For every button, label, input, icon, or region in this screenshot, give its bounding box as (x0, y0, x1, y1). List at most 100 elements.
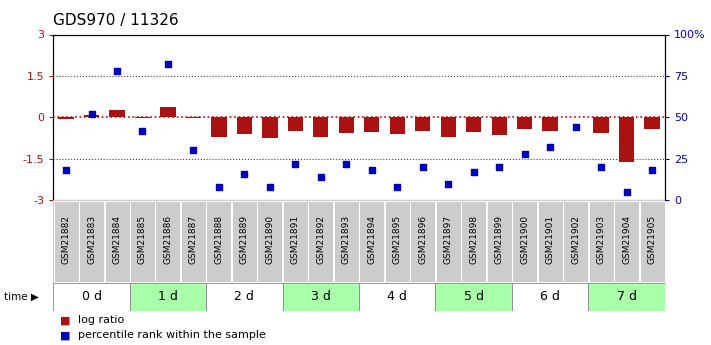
Text: time ▶: time ▶ (4, 292, 38, 302)
Bar (435, 283, 512, 310)
Point (60, 168, 72, 173)
Text: GSM21892: GSM21892 (316, 215, 326, 264)
Text: GSM21887: GSM21887 (189, 215, 198, 264)
Bar (338, 117, 354, 133)
Bar (283, 201, 308, 282)
Point (264, 184, 276, 190)
Bar (390, 117, 405, 135)
Text: log ratio: log ratio (78, 315, 124, 325)
Bar (359, 201, 384, 282)
Bar (84, 115, 99, 117)
Text: ■: ■ (60, 331, 71, 340)
Bar (359, 283, 435, 310)
Point (570, 125, 582, 130)
Point (213, 184, 225, 190)
Bar (129, 283, 206, 310)
Point (646, 168, 658, 173)
Text: 3 d: 3 d (311, 290, 331, 303)
Bar (186, 117, 201, 118)
Text: GSM21900: GSM21900 (520, 215, 529, 264)
Bar (109, 110, 124, 117)
Text: 2 d: 2 d (235, 290, 255, 303)
Text: 7 d: 7 d (616, 290, 636, 303)
Bar (517, 117, 533, 129)
Bar (594, 117, 609, 133)
Bar (211, 117, 227, 137)
Point (162, 61, 173, 67)
Text: GSM21903: GSM21903 (597, 215, 606, 264)
Text: ■: ■ (60, 315, 71, 325)
Bar (512, 283, 589, 310)
Text: GSM21899: GSM21899 (495, 215, 503, 264)
Bar (466, 117, 481, 132)
Bar (130, 201, 155, 282)
Bar (288, 117, 303, 131)
Bar (385, 201, 410, 282)
Bar (79, 201, 104, 282)
Text: GSM21884: GSM21884 (112, 215, 122, 264)
Text: 1 d: 1 d (158, 290, 178, 303)
Text: GSM21895: GSM21895 (392, 215, 402, 264)
Text: GSM21901: GSM21901 (545, 215, 555, 264)
Text: 0 d: 0 d (82, 290, 102, 303)
Text: GSM21904: GSM21904 (622, 215, 631, 264)
Bar (614, 201, 639, 282)
Bar (512, 201, 537, 282)
Point (366, 168, 378, 173)
Text: 6 d: 6 d (540, 290, 560, 303)
Bar (53, 283, 129, 310)
Text: GSM21902: GSM21902 (571, 215, 580, 264)
Bar (589, 201, 614, 282)
Point (621, 189, 632, 195)
Text: GSM21890: GSM21890 (265, 215, 274, 264)
Bar (181, 201, 206, 282)
Text: 4 d: 4 d (387, 290, 407, 303)
Point (392, 184, 403, 190)
Bar (415, 117, 430, 131)
Bar (58, 117, 74, 119)
Bar (589, 283, 665, 310)
Bar (487, 201, 512, 282)
Text: GSM21889: GSM21889 (240, 215, 249, 264)
Bar (206, 283, 283, 310)
Point (417, 164, 429, 170)
Bar (313, 117, 328, 137)
Text: GSM21886: GSM21886 (164, 215, 173, 264)
Bar (563, 201, 588, 282)
Bar (441, 117, 456, 137)
Bar (283, 283, 359, 310)
Bar (135, 117, 150, 118)
Bar (436, 201, 461, 282)
Point (239, 171, 250, 176)
Text: GSM21891: GSM21891 (291, 215, 300, 264)
Point (315, 174, 326, 180)
Point (289, 161, 301, 166)
Text: GSM21888: GSM21888 (215, 215, 223, 264)
Bar (105, 201, 129, 282)
Bar (206, 201, 231, 282)
Point (493, 164, 505, 170)
Point (468, 169, 479, 175)
Bar (53, 201, 78, 282)
Point (519, 151, 530, 157)
Text: GSM21898: GSM21898 (469, 215, 479, 264)
Bar (619, 117, 634, 162)
Bar (644, 117, 660, 129)
Text: 5 d: 5 d (464, 290, 483, 303)
Text: GSM21905: GSM21905 (648, 215, 656, 264)
Bar (640, 201, 665, 282)
Text: GSM21893: GSM21893 (342, 215, 351, 264)
Bar (237, 117, 252, 134)
Bar (538, 201, 562, 282)
Bar (542, 117, 557, 130)
Point (595, 164, 606, 170)
Text: GSM21883: GSM21883 (87, 215, 96, 264)
Point (545, 144, 556, 150)
Text: GSM21894: GSM21894 (368, 215, 376, 264)
Bar (461, 201, 486, 282)
Text: GSM21882: GSM21882 (62, 215, 70, 264)
Text: percentile rank within the sample: percentile rank within the sample (78, 331, 266, 340)
Point (341, 161, 352, 166)
Point (188, 148, 199, 153)
Bar (161, 107, 176, 117)
